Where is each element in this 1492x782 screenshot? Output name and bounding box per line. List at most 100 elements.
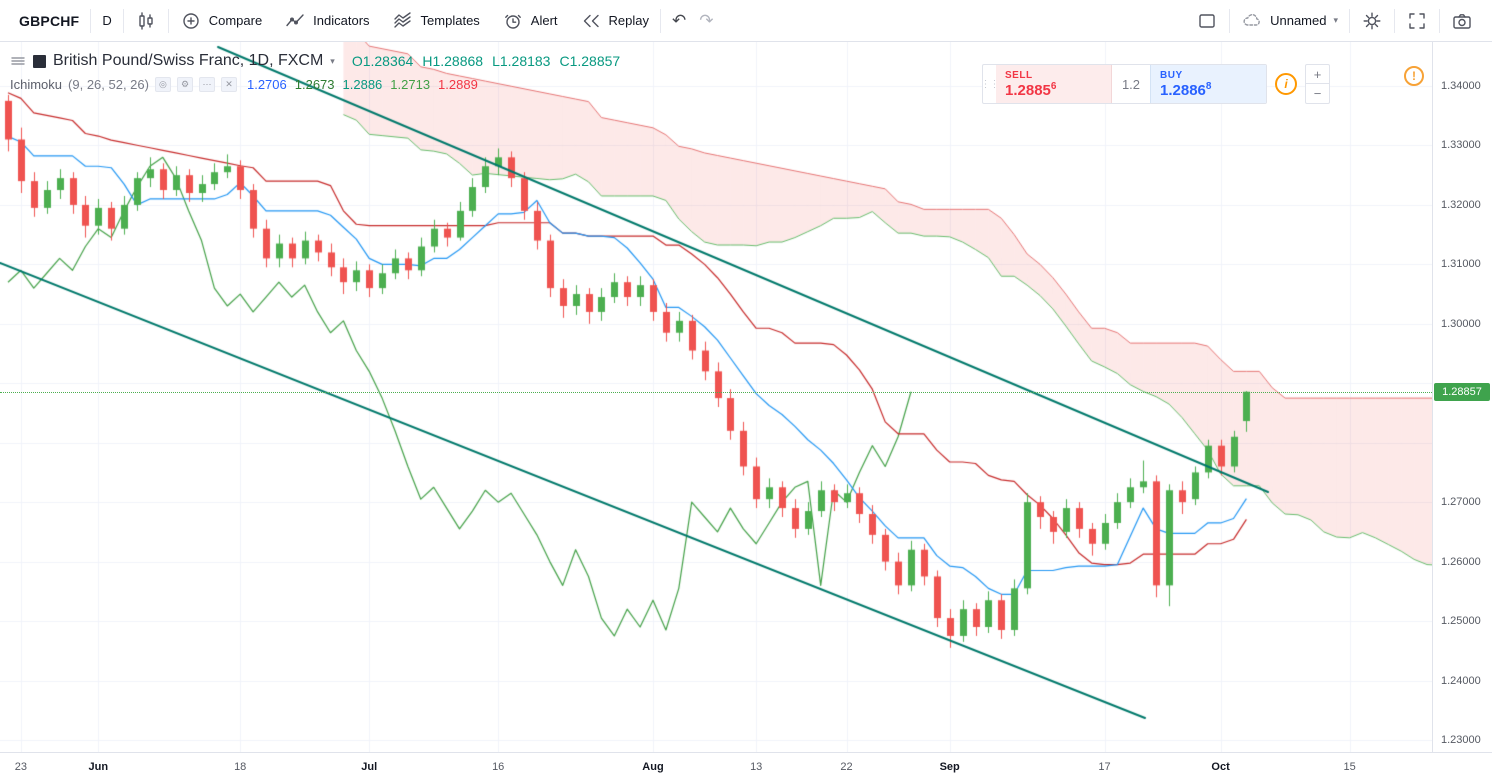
alert-label: Alert [530,13,558,28]
current-price-label: 1.28857 [1434,382,1490,401]
ohlc-value: C1.28857 [559,53,621,69]
camera-icon [1453,13,1471,29]
price-axis-label: 1.33000 [1441,139,1481,152]
undo-button[interactable]: ↶ [661,0,697,42]
templates-label: Templates [420,13,480,28]
time-axis-label: 13 [750,761,763,773]
layout-select-button[interactable] [1185,0,1229,42]
info-icon[interactable]: i [1275,73,1297,95]
indicator-settings-icon[interactable]: ⚙ [176,77,193,92]
warning-icon[interactable]: ! [1404,66,1424,86]
indicators-label: Indicators [313,13,370,28]
time-axis-label: 22 [840,761,853,773]
ohlc-value: O1.28364 [351,53,414,69]
ohlc-values: O1.28364 H1.28868 L1.28183 C1.28857 [352,53,620,69]
sell-button[interactable]: SELL 1.28856 [996,65,1112,103]
legend-collapse-icon[interactable] [10,53,26,69]
time-axis-label: Jun [88,761,109,773]
ohlc-value: H1.28868 [422,53,484,69]
chevron-down-icon[interactable]: ▾ [330,55,335,66]
ohlc-value: L1.28183 [492,53,551,69]
time-axis-label: 17 [1098,761,1111,773]
alarm-clock-icon [504,14,521,29]
indicator-params: (9, 26, 52, 26) [68,77,149,92]
time-axis-label: 16 [492,761,505,773]
price-axis-label: 1.23000 [1441,733,1481,746]
gear-icon [1363,12,1381,29]
quantity-stepper: + − [1305,64,1330,104]
cloud-icon [1243,13,1260,26]
drag-handle-icon[interactable]: ⋮⋮ [982,78,1000,90]
price-axis-label: 1.25000 [1441,615,1481,628]
top-toolbar: GBPCHF D Compare Indicators Templates Al… [0,0,1492,42]
compare-label: Compare [208,13,263,28]
indicator-value: 1.2889 [438,77,478,92]
spread-value: 1.2 [1112,65,1150,103]
price-axis-label: 1.32000 [1441,198,1481,211]
layout-icon [1199,13,1215,28]
toolbar-separator [660,8,661,33]
time-axis-label: Aug [642,761,664,773]
sell-label: SELL [1005,69,1033,81]
plus-button[interactable]: + [1306,65,1329,84]
indicators-button[interactable]: Indicators [273,0,380,42]
price-axis-label: 1.24000 [1441,674,1481,687]
candlestick-icon [139,11,153,30]
redo-button[interactable]: ↷ [697,0,724,42]
replay-button[interactable]: Replay [569,0,660,42]
snapshot-button[interactable] [1440,0,1484,42]
toolbar-separator [1394,8,1395,33]
minus-button[interactable]: − [1313,86,1322,101]
undo-icon: ↶ [672,11,687,30]
time-axis[interactable]: 23 Jun 18 Jul 16 Aug 13 22 Sep 17 Oct 15 [0,752,1492,782]
interval-label: D [102,13,112,28]
indicator-value: 1.2713 [390,77,431,92]
price-axis-label: 1.26000 [1441,555,1481,568]
visibility-icon[interactable]: ◎ [154,77,171,92]
exchange-logo [33,54,46,68]
compare-button[interactable]: Compare [169,0,273,42]
price-axis-label: 1.27000 [1441,496,1481,509]
templates-button[interactable]: Templates [381,0,491,42]
time-axis-label: Oct [1211,761,1230,773]
price-axis[interactable]: 1.28857 1.34000 1.33000 1.32000 1.31000 1.30… [1432,42,1492,752]
indicator-name[interactable]: Ichimoku [10,77,63,92]
chevron-down-icon: ▾ [1333,15,1338,25]
chart-area: British Pound/Swiss Franc, 1D, FXCM ▾ O1… [0,42,1492,782]
price-axis-label: 1.30000 [1441,317,1481,330]
fullscreen-button[interactable] [1395,0,1439,42]
toolbar-separator [122,8,124,33]
price-axis-label: 1.34000 [1441,80,1481,92]
indicator-value: 1.2886 [342,77,383,92]
time-axis-label: Jul [361,761,378,773]
remove-indicator-icon[interactable]: ✕ [220,77,237,92]
time-axis-label: 18 [234,761,247,773]
indicator-value: 1.2706 [246,77,287,92]
buy-button[interactable]: BUY 1.28868 [1150,65,1266,103]
chart-legend: British Pound/Swiss Franc, 1D, FXCM ▾ O1… [10,52,620,92]
symbol-title[interactable]: British Pound/Swiss Franc, 1D, FXCM [53,52,324,69]
price-axis-label: 1.31000 [1441,258,1481,271]
buy-price: 1.28868 [1160,80,1212,99]
time-axis-label: 23 [14,761,28,773]
symbol-button[interactable]: GBPCHF [8,0,90,42]
settings-button[interactable] [1350,0,1394,42]
layout-name-label: Unnamed [1270,13,1327,28]
indicator-value: 1.2673 [294,77,335,92]
more-options-icon[interactable]: ⋯ [198,77,215,92]
alert-button[interactable]: Alert [491,0,569,42]
replay-icon [583,14,599,27]
toolbar-separator [90,8,92,33]
order-panel: ⋮⋮ SELL 1.28856 1.2 BUY 1.28868 i + − [982,64,1330,104]
time-axis-label: Sep [939,761,960,773]
save-layout-button[interactable]: Unnamed ▾ [1230,0,1349,42]
indicator-values: 1.2706 1.2673 1.2886 1.2713 1.2889 [247,77,478,92]
fullscreen-icon [1409,12,1425,29]
chart-style-button[interactable] [124,0,168,42]
buy-label: BUY [1160,69,1183,81]
toolbar-separator [1229,8,1231,33]
price-pane[interactable] [0,42,1432,752]
replay-label: Replay [608,13,649,28]
interval-button[interactable]: D [91,0,122,42]
toolbar-separator [1349,8,1350,33]
